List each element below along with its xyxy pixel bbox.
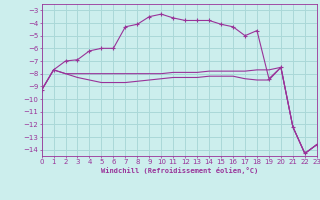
X-axis label: Windchill (Refroidissement éolien,°C): Windchill (Refroidissement éolien,°C) [100,167,258,174]
